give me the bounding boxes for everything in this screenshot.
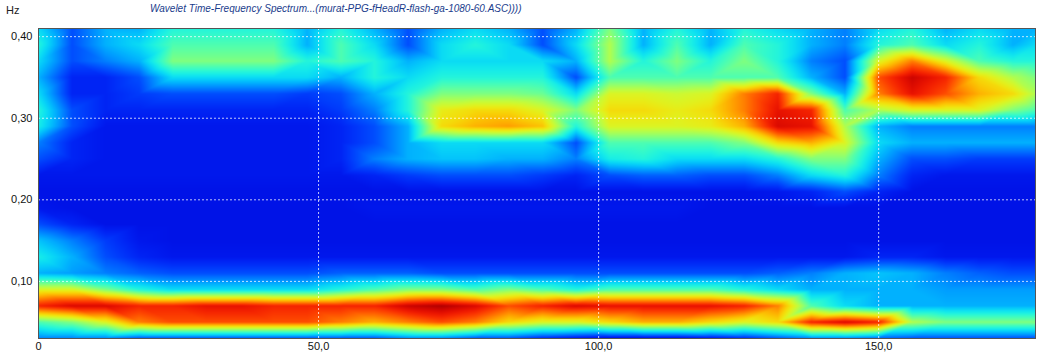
svg-text:0,20: 0,20 bbox=[11, 193, 32, 205]
svg-text:0: 0 bbox=[35, 340, 41, 352]
svg-text:150,0: 150,0 bbox=[865, 340, 893, 352]
svg-text:0,40: 0,40 bbox=[11, 30, 32, 42]
html-text:Wavelet Time-Frequency Spectru: Wavelet Time-Frequency Spectrum...(murat… bbox=[150, 3, 522, 14]
svg-text:50,0: 50,0 bbox=[308, 340, 329, 352]
svg-text:0,10: 0,10 bbox=[11, 275, 32, 287]
svg-text:100,0: 100,0 bbox=[585, 340, 613, 352]
svg-text:0,30: 0,30 bbox=[11, 112, 32, 124]
html-text:Hz: Hz bbox=[6, 4, 20, 16]
